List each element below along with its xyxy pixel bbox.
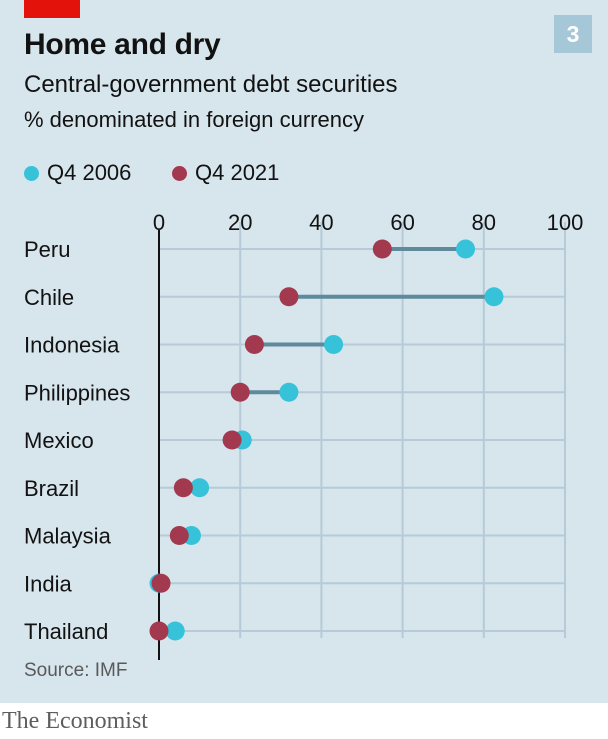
x-tick-label: 60 — [390, 210, 414, 235]
x-tick-label: 100 — [547, 210, 584, 235]
source-note: Source: IMF — [24, 660, 128, 681]
x-tick-label: 0 — [153, 210, 165, 235]
x-tick-labels: 0 20 40 60 80 100 — [153, 210, 583, 235]
point-q4-2021 — [173, 478, 193, 498]
gridlines — [158, 222, 566, 660]
point-q4-2006 — [165, 621, 185, 641]
chart-unit-subtitle: % denominated in foreign currency — [24, 107, 364, 132]
dumbbell-marks — [149, 239, 504, 641]
country-label: Mexico — [24, 428, 94, 453]
point-q4-2021 — [372, 239, 392, 259]
publication-brand: The Economist — [2, 708, 148, 734]
country-label: Indonesia — [24, 333, 120, 358]
point-q4-2021 — [279, 287, 299, 307]
point-q4-2021 — [169, 526, 189, 545]
country-label: Philippines — [24, 380, 130, 405]
country-label: Brazil — [24, 476, 79, 501]
point-q4-2021 — [151, 573, 171, 593]
country-label: Chile — [24, 285, 74, 310]
legend-label: Q4 2006 — [47, 160, 132, 185]
dumbbell-plot: 0 20 40 60 80 100 Peru Chile Indonesia Philippin… — [24, 210, 583, 660]
chart-title: Home and dry — [24, 28, 221, 61]
country-label: Malaysia — [24, 524, 112, 549]
chart-number-badge: 3 — [554, 15, 592, 53]
point-q4-2021 — [230, 382, 250, 402]
chart-panel — [0, 0, 608, 703]
country-label: Peru — [24, 237, 70, 262]
point-q4-2006 — [456, 239, 476, 259]
legend-item-q4-2021: Q4 2021 — [172, 160, 279, 186]
legend-dot-icon — [172, 165, 187, 181]
point-q4-2006 — [324, 335, 344, 354]
country-labels: Peru Chile Indonesia Philippines Mexico Brazi… — [24, 237, 130, 644]
point-q4-2021 — [222, 430, 242, 450]
brand-red-tab — [24, 0, 80, 18]
point-q4-2006 — [484, 287, 504, 307]
chart-subtitle: Central-government debt securities — [24, 71, 398, 98]
legend-item-q4-2006: Q4 2006 — [24, 160, 131, 186]
country-label: India — [24, 571, 72, 596]
point-q4-2006 — [190, 478, 210, 498]
legend-label: Q4 2021 — [195, 160, 280, 185]
point-q4-2021 — [244, 335, 264, 354]
x-tick-label: 40 — [309, 210, 333, 235]
point-q4-2006 — [279, 382, 299, 402]
legend-dot-icon — [24, 165, 39, 181]
country-label: Thailand — [24, 619, 108, 644]
point-q4-2021 — [149, 621, 169, 641]
x-tick-label: 80 — [472, 210, 496, 235]
x-tick-label: 20 — [228, 210, 252, 235]
